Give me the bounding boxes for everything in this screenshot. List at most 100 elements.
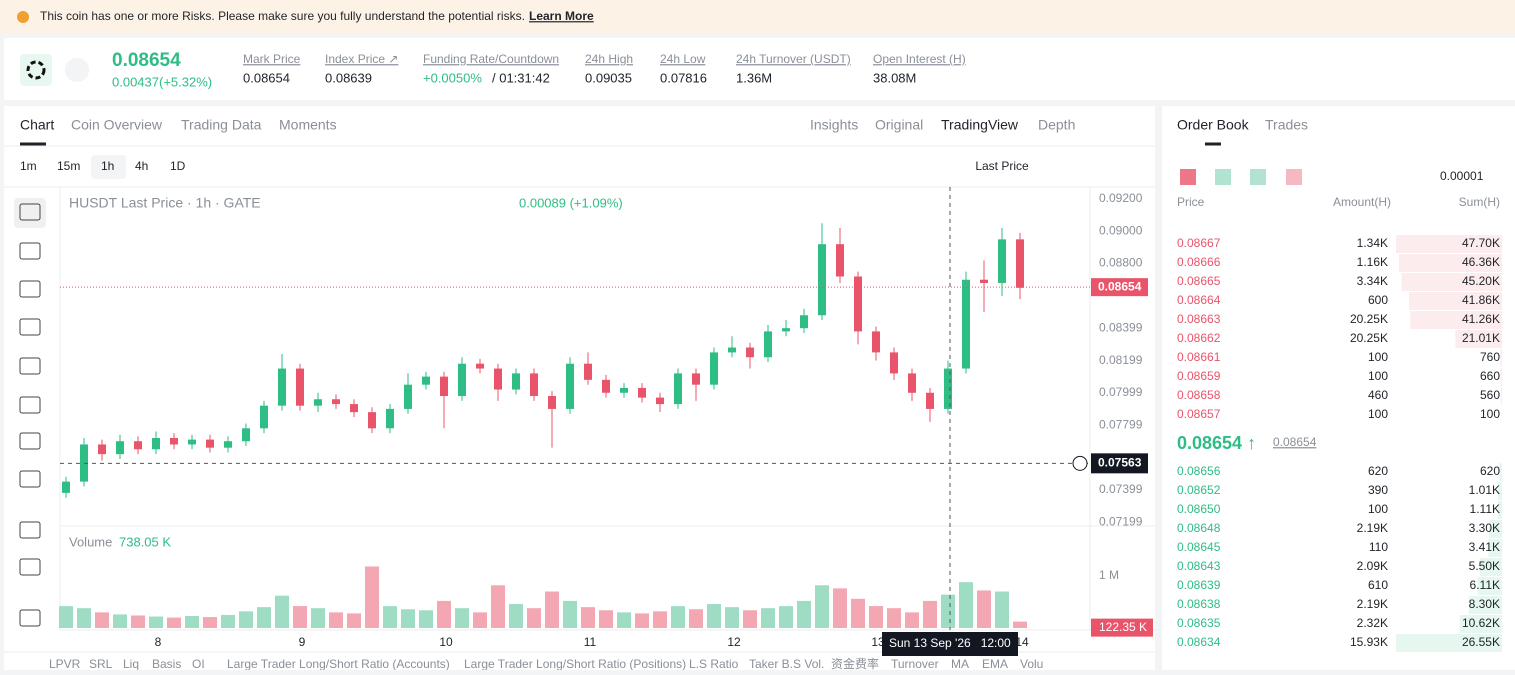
tab[interactable]: Chart <box>20 117 54 133</box>
volume-bar <box>797 601 811 628</box>
ob-sum: 100 <box>1480 407 1500 421</box>
volume-bar <box>257 607 271 628</box>
volume-bar <box>869 606 883 628</box>
ob-price: 0.08658 <box>1177 388 1221 402</box>
candle-body <box>944 369 952 409</box>
ob-header: Price <box>1177 195 1205 209</box>
precision[interactable]: 0.00001 <box>1440 169 1484 183</box>
view-tab[interactable]: Depth <box>1038 117 1075 133</box>
ob-sum: 21.01K <box>1462 331 1500 345</box>
banner-text: This coin has one or more Risks. Please … <box>40 9 525 23</box>
tab[interactable]: Trading Data <box>181 117 262 133</box>
indicator-tab[interactable]: L.S Ratio <box>689 657 739 670</box>
candle-body <box>296 369 304 406</box>
y-tick-label: 0.09000 <box>1099 223 1143 237</box>
indicator-tab[interactable]: Large Trader Long/Short Ratio (Positions… <box>464 657 686 670</box>
last-price-label: 0.08654 <box>1098 279 1142 293</box>
candle-body <box>620 388 628 393</box>
candle-body <box>368 412 376 428</box>
interval[interactable]: 1h <box>101 159 114 173</box>
add-alert[interactable] <box>1073 456 1087 470</box>
volume-bar <box>59 606 73 628</box>
ob-sum: 620 <box>1480 464 1500 478</box>
coin-logo <box>20 54 52 86</box>
candle-body <box>530 373 538 396</box>
volume-bar <box>221 615 235 628</box>
stat-value: 0.09035 <box>585 70 632 85</box>
ob-price: 0.08656 <box>1177 464 1221 478</box>
indicator-tab[interactable]: LPVR <box>49 657 81 670</box>
candle-body <box>62 482 70 493</box>
candle-body <box>1016 239 1024 287</box>
volume-bar <box>617 612 631 628</box>
ob-amount: 110 <box>1369 540 1388 554</box>
candle-body <box>386 409 394 428</box>
ob-amount: 600 <box>1368 293 1388 307</box>
favorite[interactable] <box>65 58 89 82</box>
ob-sum: 660 <box>1480 369 1500 383</box>
ob-price: 0.08635 <box>1177 616 1221 630</box>
stat-value: +0.0050% <box>423 70 482 85</box>
indicator-tab[interactable]: Liq <box>123 657 139 670</box>
ob-view-icon[interactable] <box>1180 169 1196 185</box>
indicator-tab[interactable]: Turnover <box>891 657 939 670</box>
view-tab[interactable]: Original <box>875 117 923 133</box>
ob-view-icon[interactable] <box>1250 169 1266 185</box>
candle-body <box>854 276 862 331</box>
interval[interactable]: 1m <box>20 159 37 173</box>
indicator-tab[interactable]: Volu <box>1020 657 1043 670</box>
interval[interactable]: 4h <box>135 159 148 173</box>
tab[interactable]: Moments <box>279 117 337 133</box>
stat-label: Funding Rate/Countdown <box>423 52 559 66</box>
ob-price: 0.08657 <box>1177 407 1221 421</box>
candle-body <box>980 280 988 283</box>
candle-body <box>458 364 466 396</box>
ob-price: 0.08650 <box>1177 502 1221 516</box>
tab[interactable]: Coin Overview <box>71 117 163 133</box>
ticker-change: 0.00437(+5.32%) <box>112 74 212 89</box>
ob-view-icon[interactable] <box>1286 169 1302 185</box>
interval[interactable]: 1D <box>170 159 186 173</box>
depth-bar <box>1500 349 1502 367</box>
indicator-tab[interactable]: EMA <box>982 657 1008 670</box>
learn-more[interactable]: Learn More <box>529 9 594 23</box>
volume-bar <box>959 582 973 628</box>
stat-value: 0.08654 <box>243 70 290 85</box>
ob-sum: 1.01K <box>1469 483 1500 497</box>
indicator-tab[interactable]: OI <box>192 657 205 670</box>
interval[interactable]: 15m <box>57 159 80 173</box>
volume-bar <box>905 612 919 628</box>
indicator-tab[interactable]: MA <box>951 657 969 670</box>
x-tick-label: 11 <box>584 635 597 649</box>
candle-body <box>476 364 484 369</box>
volume-bar <box>635 613 649 628</box>
candle-body <box>818 244 826 315</box>
ob-price: 0.08634 <box>1177 635 1221 649</box>
candle-body <box>800 315 808 328</box>
price-source[interactable]: Last Price <box>975 159 1029 173</box>
ob-price: 0.08639 <box>1177 578 1221 592</box>
volume-bar <box>815 585 829 628</box>
indicator-tab[interactable]: 资金费率 <box>831 656 879 670</box>
indicator-tab[interactable]: Taker B.S Vol. <box>749 657 824 670</box>
stat-value: 0.08639 <box>325 70 372 85</box>
stat-value: 38.08M <box>873 70 916 85</box>
volume-bar <box>167 618 181 628</box>
ob-tab[interactable]: Trades <box>1265 117 1308 133</box>
candle-body <box>170 438 178 444</box>
volume-name: Volume <box>69 534 112 549</box>
ob-price: 0.08661 <box>1177 350 1221 364</box>
chart-title: HUSDT Last Price · 1h · GATE <box>69 195 261 211</box>
indicator-tab[interactable]: Basis <box>152 657 181 670</box>
indicator-tab[interactable]: SRL <box>89 657 113 670</box>
ob-view-icon[interactable] <box>1215 169 1231 185</box>
indicator-tab[interactable]: Large Trader Long/Short Ratio (Accounts) <box>227 657 450 670</box>
ob-amount: 390 <box>1368 483 1388 497</box>
ob-amount: 1.34K <box>1357 236 1388 250</box>
candle-body <box>692 373 700 384</box>
view-tab[interactable]: Insights <box>810 117 858 133</box>
volume-bar <box>599 610 613 628</box>
volume-bar <box>239 611 253 628</box>
view-tab[interactable]: TradingView <box>941 117 1019 133</box>
ob-tab[interactable]: Order Book <box>1177 117 1250 133</box>
